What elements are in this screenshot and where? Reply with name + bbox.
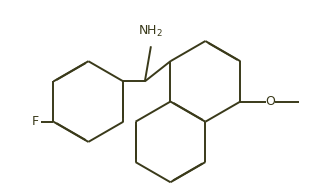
Text: O: O (266, 95, 276, 108)
Text: NH$_2$: NH$_2$ (138, 24, 163, 39)
Text: F: F (32, 115, 39, 128)
